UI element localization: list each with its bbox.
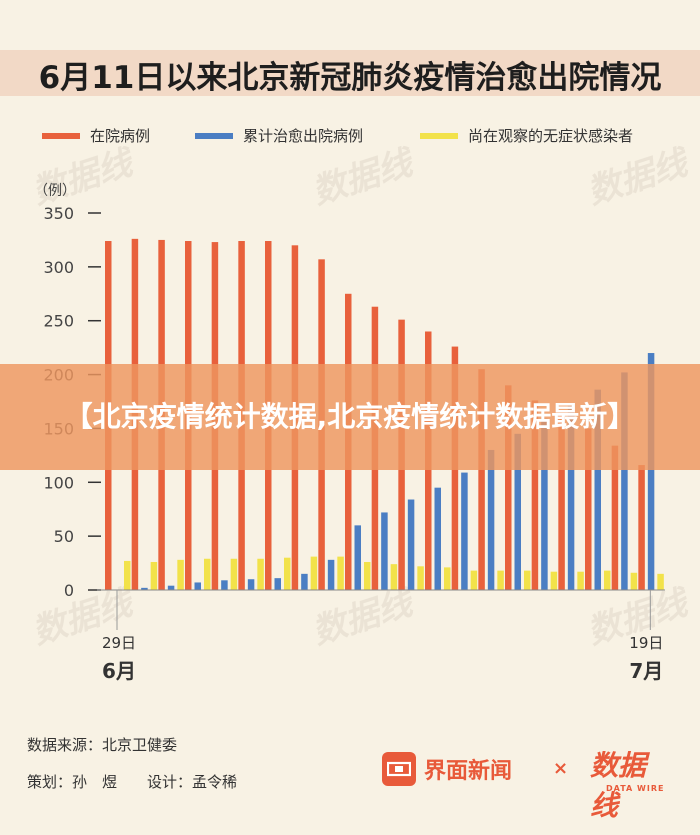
banner-text: 【北京疫情统计数据,北京疫情统计数据最新】 <box>64 400 636 433</box>
logo-separator: × <box>553 758 569 779</box>
bar-asymptomatic-7-4 <box>257 558 264 590</box>
bar-asymptomatic-7-6 <box>310 556 318 590</box>
bar-hospitalized-7-18 <box>611 445 619 590</box>
legend-label-recovered: 累计治愈出院病例 <box>243 127 364 145</box>
y-tick-label: 50 <box>54 527 74 546</box>
bar-asymptomatic-7-5 <box>284 557 291 590</box>
legend-item-recovered: 累计治愈出院病例 <box>195 125 363 146</box>
bar-asymptomatic-7-14 <box>524 570 531 590</box>
bar-asymptomatic-7-17 <box>604 570 611 590</box>
bar-asymptomatic-7-13 <box>497 570 504 590</box>
bar-recovered-7-15 <box>541 418 548 590</box>
bar-recovered-7-1 <box>167 585 175 590</box>
bar-recovered-7-7 <box>327 559 335 590</box>
bar-asymptomatic-7-1 <box>177 559 184 590</box>
bar-recovered-7-13 <box>487 449 495 590</box>
bar-asymptomatic-7-12 <box>470 570 478 590</box>
chart-title: 6月11日以来北京新冠肺炎疫情治愈出院情况 <box>38 60 662 96</box>
bar-recovered-6-30 <box>141 587 148 590</box>
bar-recovered-7-11 <box>434 487 441 590</box>
bar-asymptomatic-7-10 <box>417 566 424 590</box>
y-tick-label: 100 <box>43 473 74 492</box>
bar-asymptomatic-7-3 <box>230 558 238 590</box>
bar-recovered-7-19 <box>647 353 655 590</box>
y-tick-label: 300 <box>43 258 74 277</box>
y-tick-label: 0 <box>64 581 74 600</box>
legend-swatch-hospitalized <box>42 132 80 139</box>
y-axis-label: （例） <box>34 183 76 199</box>
bar-recovered-7-16 <box>567 405 575 590</box>
legend-item-hospitalized: 在院病例 <box>42 125 150 146</box>
bar-asymptomatic-7-11 <box>444 567 451 590</box>
x-tick-label-start: 29日 <box>102 634 136 652</box>
x-axis: 29日 6月 19日 7月 <box>97 589 665 683</box>
bar-asymptomatic-6-30 <box>150 561 158 590</box>
bar-asymptomatic-7-19 <box>657 573 664 590</box>
y-tick-label: 250 <box>43 312 74 331</box>
bar-recovered-7-10 <box>407 499 415 590</box>
bar-hospitalized-7-16 <box>558 413 565 590</box>
bar-asymptomatic-7-16 <box>577 571 584 590</box>
y-tick-label: 350 <box>43 204 74 223</box>
shuju-logo: 数据线 DATA WIRE <box>590 744 670 822</box>
bar-recovered-7-14 <box>514 433 521 590</box>
legend-swatch-recovered <box>195 132 233 139</box>
bar-hospitalized-7-14 <box>505 385 512 590</box>
bar-hospitalized-7-15 <box>531 400 539 590</box>
bar-recovered-7-2 <box>194 582 201 590</box>
bar-asymptomatic-6-29 <box>124 560 131 590</box>
bar-recovered-7-18 <box>621 372 628 590</box>
bar-asymptomatic-7-15 <box>550 571 558 590</box>
legend-label-asymptomatic: 尚在观察的无症状感染者 <box>468 127 634 145</box>
source-text: 数据来源：北京卫健委 <box>27 736 178 754</box>
x-month-label-end: 7月 <box>629 659 663 683</box>
jiemian-logo: 界面新闻 <box>382 752 512 786</box>
bar-hospitalized-7-17 <box>585 428 592 590</box>
bar-asymptomatic-7-18 <box>630 572 638 590</box>
bar-recovered-7-6 <box>301 573 308 590</box>
bar-asymptomatic-7-7 <box>337 556 344 590</box>
x-tick-label-end: 19日 <box>629 634 663 652</box>
bar-recovered-7-4 <box>247 579 255 590</box>
bar-asymptomatic-7-9 <box>390 564 398 590</box>
shuju-logo-subtext: DATA WIRE <box>606 784 665 793</box>
legend: 在院病例 累计治愈出院病例 尚在观察的无症状感染者 <box>0 125 700 149</box>
x-month-label-start: 6月 <box>102 659 136 683</box>
bar-asymptomatic-7-2 <box>204 558 211 590</box>
bar-recovered-7-3 <box>221 580 228 590</box>
jiemian-logo-text: 界面新闻 <box>424 759 513 784</box>
legend-swatch-asymptomatic <box>420 132 458 139</box>
bar-recovered-7-8 <box>354 525 361 590</box>
jiemian-logo-icon <box>382 752 416 786</box>
bar-recovered-7-5 <box>274 578 281 590</box>
bar-asymptomatic-7-8 <box>364 561 371 590</box>
bar-recovered-7-12 <box>461 472 468 590</box>
bar-recovered-7-17 <box>594 389 601 590</box>
credits-text: 策划：孙 煜 设计：孟令稀 <box>27 773 238 791</box>
legend-item-asymptomatic: 尚在观察的无症状感染者 <box>420 125 633 146</box>
shuju-logo-text: 数据线 <box>590 749 647 822</box>
legend-label-hospitalized: 在院病例 <box>90 127 151 145</box>
bar-hospitalized-7-13 <box>478 369 485 590</box>
bar-recovered-7-9 <box>381 512 388 590</box>
overlay-banner: 【北京疫情统计数据,北京疫情统计数据最新】 <box>0 364 700 470</box>
bar-hospitalized-7-19 <box>638 465 645 590</box>
title-bar <box>0 50 700 96</box>
